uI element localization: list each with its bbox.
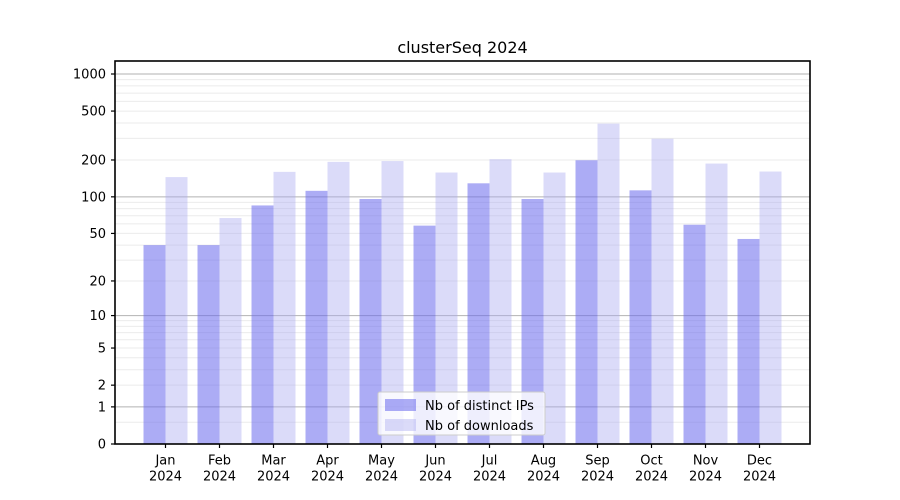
- bar-nb-of-distinct-ips-aug-2024: [521, 199, 544, 444]
- x-tick-label-month: Jun: [424, 454, 445, 469]
- y-tick-label: 0: [98, 438, 106, 453]
- x-tick-label-year: 2024: [365, 470, 398, 485]
- x-tick-label-year: 2024: [689, 470, 722, 485]
- bar-nb-of-distinct-ips-mar-2024: [251, 205, 274, 444]
- plot-border: [114, 60, 811, 445]
- bar-nb-of-distinct-ips-dec-2024: [737, 238, 760, 444]
- x-tick-label-year: 2024: [203, 470, 236, 485]
- x-tick-label-month: Feb: [208, 454, 231, 469]
- bar-nb-of-downloads-apr-2024: [327, 161, 350, 444]
- x-tick-label-month: Jul: [481, 454, 498, 469]
- y-tick-label: 1000: [73, 68, 106, 83]
- y-tick-label: 5: [98, 342, 106, 357]
- bar-nb-of-distinct-ips-jan-2024: [143, 245, 166, 444]
- y-tick-label: 500: [81, 105, 106, 120]
- bar-nb-of-distinct-ips-jun-2024: [413, 225, 436, 444]
- y-tick-label: 200: [81, 153, 106, 168]
- x-tick-label-month: Oct: [640, 454, 662, 469]
- bar-nb-of-downloads-feb-2024: [219, 218, 242, 444]
- x-tick-label-year: 2024: [311, 470, 344, 485]
- legend-label-nb-of-downloads: Nb of downloads: [425, 419, 534, 434]
- x-tick-label-year: 2024: [257, 470, 290, 485]
- x-tick-label-month: Apr: [316, 454, 339, 469]
- x-tick-label-month: Mar: [261, 454, 286, 469]
- x-tick-label-year: 2024: [419, 470, 452, 485]
- y-tick-label: 1: [98, 400, 106, 415]
- bar-nb-of-distinct-ips-oct-2024: [629, 190, 652, 444]
- legend-label-nb-of-distinct-ips: Nb of distinct IPs: [425, 399, 534, 414]
- y-tick-label: 20: [89, 274, 106, 289]
- y-tick-label: 10: [89, 309, 106, 324]
- x-tick-label-month: Sep: [585, 454, 610, 469]
- bar-nb-of-downloads-oct-2024: [651, 138, 674, 444]
- bar-nb-of-distinct-ips-sep-2024: [575, 160, 598, 444]
- x-tick-label-month: May: [368, 454, 395, 469]
- chart-title: clusterSeq 2024: [397, 38, 527, 57]
- legend-swatch-nb-of-downloads: [385, 419, 416, 431]
- y-tick-label: 100: [81, 190, 106, 205]
- bar-nb-of-downloads-aug-2024: [543, 172, 566, 444]
- x-tick-label-month: Aug: [531, 454, 556, 469]
- y-tick-label: 2: [98, 379, 106, 394]
- x-tick-label-year: 2024: [527, 470, 560, 485]
- bar-nb-of-distinct-ips-apr-2024: [305, 190, 328, 444]
- bar-nb-of-distinct-ips-may-2024: [359, 199, 382, 444]
- bar-nb-of-downloads-sep-2024: [597, 123, 620, 444]
- bar-nb-of-downloads-jul-2024: [489, 159, 512, 444]
- x-tick-label-month: Jan: [154, 454, 175, 469]
- y-tick-label: 50: [89, 227, 106, 242]
- bar-nb-of-distinct-ips-jul-2024: [467, 183, 490, 444]
- bar-nb-of-distinct-ips-nov-2024: [683, 224, 706, 444]
- bar-nb-of-downloads-mar-2024: [273, 171, 296, 444]
- bar-nb-of-downloads-jan-2024: [165, 177, 188, 445]
- bar-nb-of-downloads-dec-2024: [759, 171, 782, 444]
- x-tick-label-year: 2024: [149, 470, 182, 485]
- x-tick-label-year: 2024: [581, 470, 614, 485]
- x-tick-label-year: 2024: [473, 470, 506, 485]
- x-tick-label-month: Dec: [747, 454, 772, 469]
- x-tick-label-month: Nov: [693, 454, 719, 469]
- bar-nb-of-distinct-ips-feb-2024: [197, 245, 220, 444]
- bar-nb-of-downloads-may-2024: [381, 161, 404, 445]
- bar-nb-of-downloads-nov-2024: [705, 163, 728, 445]
- x-tick-label-year: 2024: [635, 470, 668, 485]
- legend-swatch-nb-of-distinct-ips: [385, 399, 416, 411]
- x-tick-label-year: 2024: [743, 470, 776, 485]
- legend-box: [377, 391, 546, 436]
- bar-nb-of-downloads-jun-2024: [435, 172, 458, 444]
